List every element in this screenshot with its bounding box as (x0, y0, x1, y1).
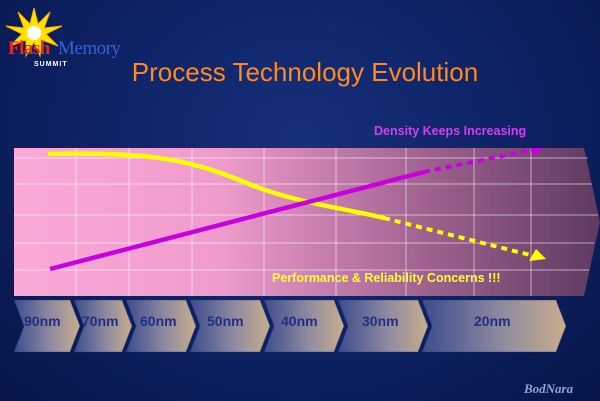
node-label-20nm: 20nm (474, 313, 511, 329)
node-label-90nm: 90nm (24, 313, 61, 329)
performance-curve (47, 151, 385, 221)
node-chevron-90nm (13, 299, 81, 353)
density-line (49, 169, 425, 272)
density-arrowhead (530, 148, 545, 156)
density-label: Density Keeps Increasing (374, 124, 527, 138)
node-chevron-50nm (189, 299, 271, 353)
node-chevron-60nm (125, 299, 197, 353)
density-line-projection (423, 148, 533, 174)
node-label-70nm: 70nm (82, 313, 119, 329)
logo-word-summit: SUMMIT (34, 61, 68, 68)
node-label-30nm: 30nm (362, 313, 399, 329)
node-label-40nm: 40nm (281, 313, 318, 329)
band-gridlines (14, 148, 598, 296)
node-chevron-30nm (337, 299, 429, 353)
node-chevron-70nm (73, 299, 133, 353)
process-node-timeline (13, 299, 567, 353)
node-chevron-40nm (263, 299, 345, 353)
band-arrow-shape (14, 148, 600, 296)
performance-curve-projection (383, 216, 535, 258)
watermark: BodNara (524, 381, 574, 396)
starburst-icon (5, 7, 63, 58)
flash-memory-summit-logo: Flash Memory SUMMIT (4, 6, 121, 68)
logo-word-memory: Memory (58, 38, 121, 59)
trend-band (14, 148, 600, 296)
performance-label: Performance & Reliability Concerns !!! (272, 271, 501, 285)
performance-arrowhead (529, 249, 546, 261)
node-label-50nm: 50nm (207, 313, 244, 329)
logo-word-flash: Flash (8, 38, 50, 59)
slide-title: Process Technology Evolution (131, 57, 479, 87)
node-chevron-20nm (421, 299, 567, 353)
node-label-60nm: 60nm (140, 313, 177, 329)
